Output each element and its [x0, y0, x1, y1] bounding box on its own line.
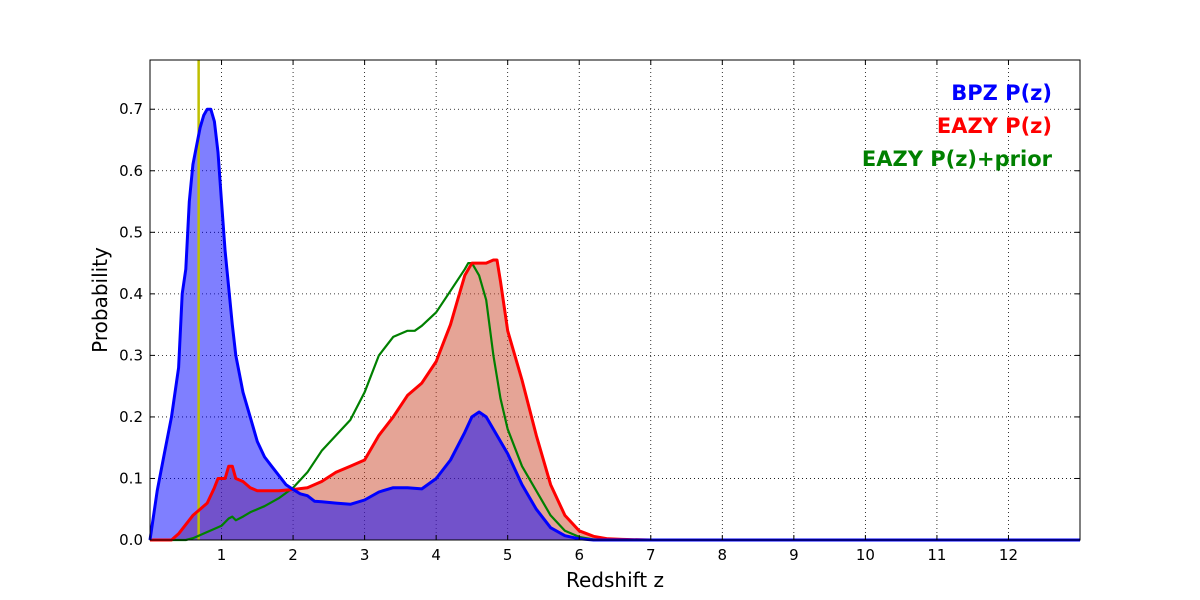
y-tick-label: 0.6 — [119, 162, 143, 180]
x-tick-label: 5 — [503, 546, 513, 564]
x-tick-label: 3 — [360, 546, 370, 564]
fill-layer — [150, 109, 1080, 540]
x-tick-label: 8 — [718, 546, 728, 564]
y-axis-label: Probability — [88, 247, 112, 353]
y-tick-label: 0.3 — [119, 346, 143, 364]
x-tick-label: 1 — [217, 546, 227, 564]
series-line-eazy-prior — [150, 262, 1080, 542]
area-fill-eazy — [150, 260, 1080, 540]
series-line-bpz — [148, 107, 1080, 542]
grid-layer — [150, 60, 1080, 540]
legend-entry-eazy-prior: EAZY P(z)+prior — [862, 147, 1053, 171]
x-tick-label: 9 — [789, 546, 799, 564]
y-tick-label: 0.4 — [119, 285, 143, 303]
y-tick-label: 0.1 — [119, 469, 143, 487]
x-tick-label: 2 — [288, 546, 298, 564]
y-tick-label: 0.7 — [119, 100, 143, 118]
y-tick-label: 0.2 — [119, 408, 143, 426]
x-axis-label: Redshift z — [566, 568, 664, 592]
tick-layer: 1 2 3 4 5 6 7 8 9 10 11 120.00.10.20.30.40.50.60.7 — [119, 60, 1080, 564]
legend-entry-bpz: BPZ P(z) — [951, 81, 1052, 105]
line-layer — [148, 107, 1080, 542]
area-fill-bpz — [150, 109, 1080, 540]
legend-entry-eazy: EAZY P(z) — [937, 114, 1052, 138]
x-tick-label: 12 — [999, 546, 1018, 564]
y-tick-label: 0.5 — [119, 223, 143, 241]
y-tick-label: 0.0 — [119, 531, 143, 549]
x-tick-label: 6 — [574, 546, 584, 564]
x-tick-label: 11 — [927, 546, 946, 564]
plot-frame — [149, 59, 1081, 541]
x-tick-label: 7 — [646, 546, 656, 564]
legend: BPZ P(z) EAZY P(z) EAZY P(z)+prior — [862, 81, 1053, 171]
x-tick-label: 4 — [431, 546, 441, 564]
series-line-eazy — [150, 258, 1080, 542]
x-tick-label: 10 — [856, 546, 875, 564]
